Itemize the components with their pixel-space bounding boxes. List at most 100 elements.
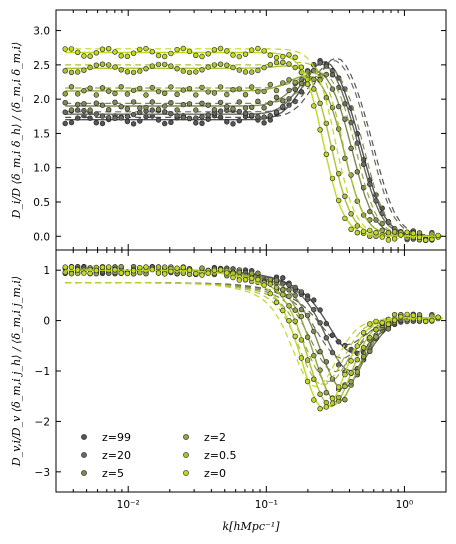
data-point — [323, 120, 329, 127]
data-point — [137, 85, 143, 92]
data-point — [261, 88, 267, 95]
data-point — [249, 69, 255, 75]
legend-marker — [81, 452, 87, 458]
data-point — [298, 80, 305, 87]
data-point — [267, 281, 273, 287]
data-point — [249, 47, 255, 53]
data-point — [323, 359, 329, 365]
data-point — [174, 65, 180, 72]
data-point — [267, 290, 273, 297]
data-point — [230, 64, 236, 71]
data-point — [137, 68, 143, 74]
data-point — [280, 275, 286, 281]
data-point — [311, 306, 317, 313]
data-point — [230, 86, 236, 93]
data-point — [118, 115, 124, 121]
data-point — [211, 62, 218, 68]
data-point — [174, 265, 180, 271]
data-point — [404, 311, 410, 318]
data-point — [130, 99, 137, 105]
data-point — [267, 100, 273, 106]
data-point — [416, 230, 423, 236]
data-point — [93, 119, 100, 126]
legend-marker — [183, 470, 189, 476]
data-point — [354, 343, 360, 349]
top-panel: 0.0 0.5 1.0 1.5 2.0 2.5 3.0 D_i/D ⟨δ_m,i δ_h⟩ … — [10, 9, 447, 251]
data-point — [199, 120, 205, 127]
data-point — [118, 53, 124, 59]
data-point — [112, 267, 118, 273]
data-point — [62, 109, 68, 115]
data-point — [199, 272, 205, 278]
data-point — [329, 175, 336, 182]
data-point — [87, 85, 93, 91]
legend-marker — [183, 434, 189, 440]
data-point — [118, 103, 124, 110]
data-point — [143, 104, 149, 111]
data-point — [199, 100, 205, 107]
data-point — [267, 112, 273, 119]
data-point — [292, 307, 298, 313]
data-point — [298, 337, 305, 343]
data-point — [180, 101, 187, 108]
data-point — [205, 102, 211, 108]
data-point — [74, 91, 81, 97]
data-point — [329, 86, 336, 92]
data-point — [162, 61, 168, 68]
data-point — [236, 277, 243, 283]
data-point — [391, 229, 398, 235]
data-point — [317, 349, 323, 355]
data-point — [87, 270, 93, 277]
series-dashed-line — [65, 48, 443, 237]
data-point — [93, 267, 100, 274]
data-point — [193, 115, 199, 121]
data-point — [162, 90, 168, 97]
data-point — [137, 46, 143, 53]
xtick-label: 10⁻² — [117, 499, 140, 511]
data-point — [81, 270, 87, 276]
data-point — [105, 114, 112, 121]
xtick-label: 10⁰ — [396, 499, 414, 511]
data-point — [149, 266, 156, 273]
legend-label: z=0.5 — [204, 449, 236, 462]
data-point — [273, 284, 280, 291]
data-point — [304, 312, 311, 319]
data-point — [174, 46, 180, 53]
data-point — [236, 86, 243, 92]
bottom-ylabel: D_v,i/D_v ⟨δ_m,i j_h⟩ / ⟨δ_m,i j_m,i⟩ — [10, 276, 23, 467]
data-point — [137, 270, 143, 276]
data-point — [124, 118, 131, 125]
data-point — [280, 98, 286, 104]
data-point — [354, 169, 360, 175]
data-point — [199, 265, 205, 271]
data-point — [336, 339, 342, 345]
data-point — [81, 87, 87, 94]
data-point — [354, 140, 360, 146]
data-point — [435, 232, 441, 239]
data-point — [211, 106, 218, 113]
legend-label: z=20 — [102, 449, 131, 462]
data-point — [273, 54, 280, 61]
data-point — [186, 267, 193, 273]
data-point — [199, 53, 205, 60]
data-point — [93, 92, 100, 98]
legend-marker — [183, 452, 189, 458]
data-point — [112, 64, 118, 70]
data-point — [323, 335, 329, 341]
data-point — [174, 107, 180, 113]
data-point — [137, 105, 143, 111]
data-point — [143, 45, 149, 52]
data-point — [317, 60, 323, 66]
data-point — [249, 112, 255, 119]
data-point — [267, 52, 273, 58]
data-point — [224, 103, 230, 110]
series-line — [65, 51, 443, 237]
data-point — [205, 112, 211, 118]
data-point — [199, 114, 205, 120]
data-point — [162, 120, 168, 127]
data-point — [336, 171, 342, 177]
data-point — [62, 91, 68, 97]
data-point — [230, 106, 236, 112]
data-point — [255, 98, 261, 105]
data-point — [385, 230, 392, 236]
